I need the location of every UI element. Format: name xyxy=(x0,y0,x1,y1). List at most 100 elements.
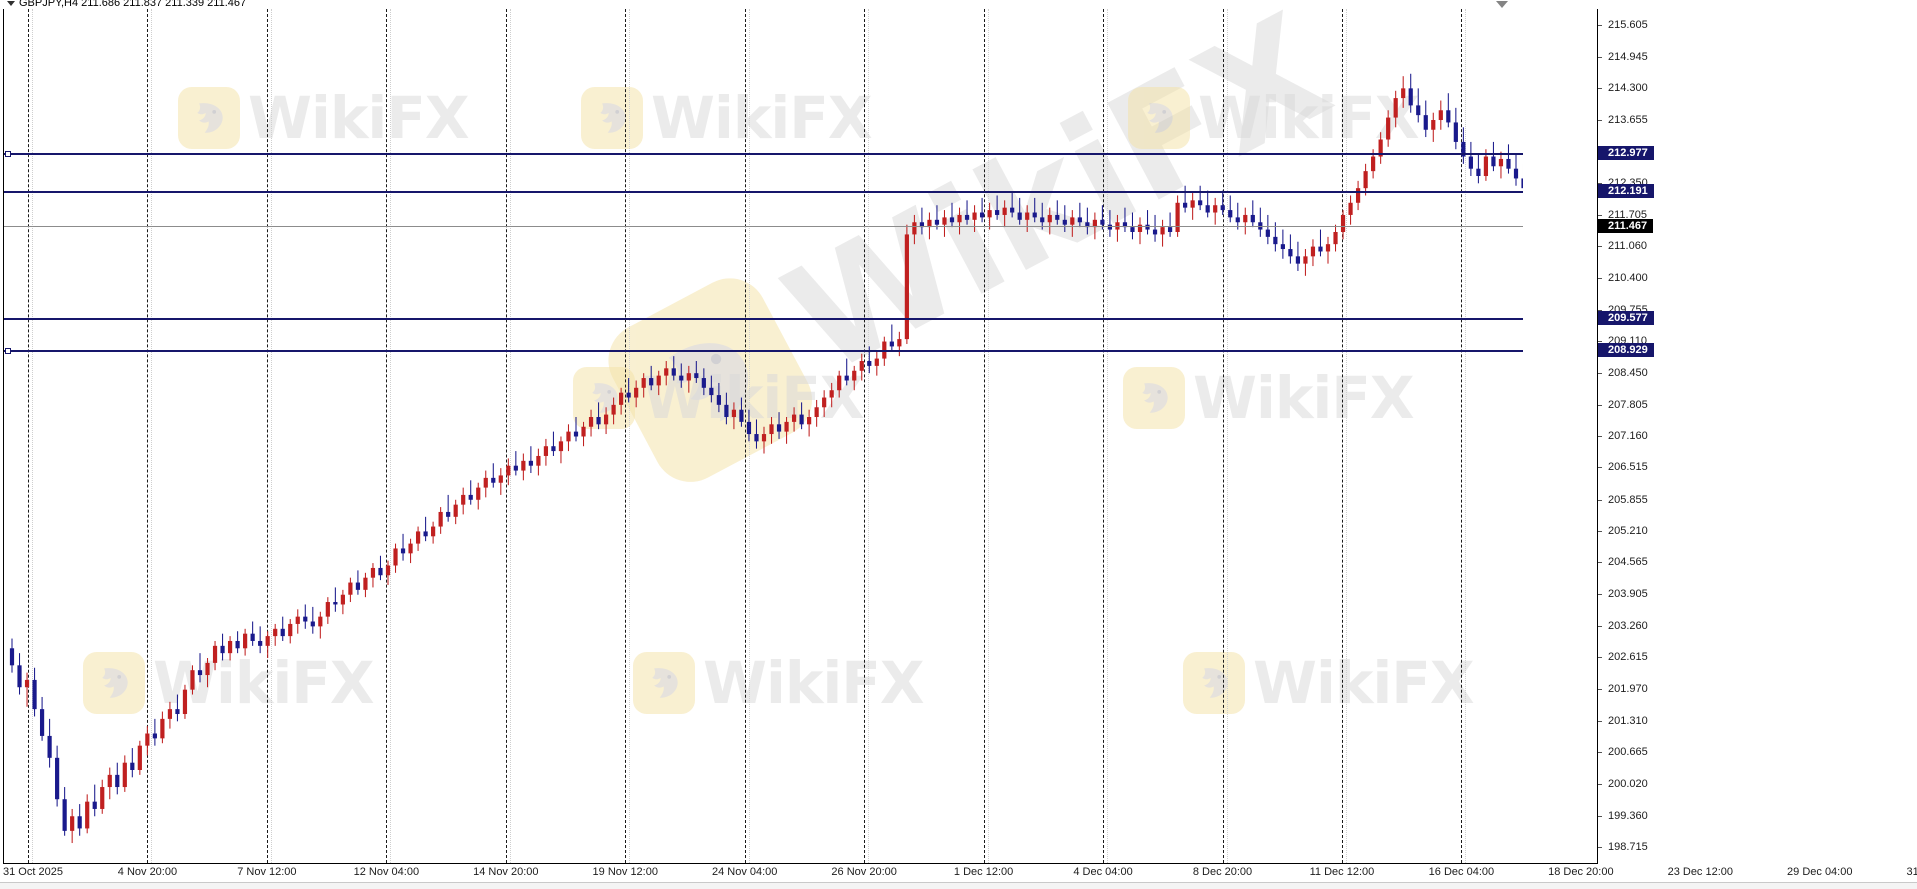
tick-mark xyxy=(1598,214,1602,216)
gridline-vertical xyxy=(505,9,507,863)
candlestick xyxy=(197,653,203,683)
price-level-label[interactable]: 209.577 xyxy=(1598,311,1654,326)
time-axis-tick-label: 11 Dec 12:00 xyxy=(1309,866,1375,878)
price-axis-tick-label: 198.715 xyxy=(1608,841,1648,854)
candlestick xyxy=(1205,190,1210,218)
candlestick xyxy=(1340,210,1346,240)
candlestick xyxy=(340,589,345,615)
candlestick xyxy=(1047,207,1052,235)
gridline-vertical-soft xyxy=(270,9,272,863)
gridline-vertical-soft xyxy=(987,9,989,863)
time-axis-tick-label: 16 Dec 04:00 xyxy=(1428,866,1495,878)
candlestick xyxy=(461,487,466,515)
candlestick xyxy=(1408,73,1413,113)
candlestick xyxy=(423,516,428,542)
candlestick xyxy=(55,745,60,807)
candlestick-series xyxy=(9,73,1523,844)
candlestick xyxy=(318,611,323,639)
gridline-vertical-soft xyxy=(32,9,33,863)
candlestick xyxy=(536,448,541,476)
candlestick xyxy=(912,214,917,245)
candlestick xyxy=(310,606,315,634)
candlestick xyxy=(235,631,240,654)
current-price-line[interactable] xyxy=(3,226,1523,228)
level-line-anchor-handle[interactable] xyxy=(5,150,11,157)
gridline-vertical xyxy=(386,9,388,863)
price-level-line[interactable] xyxy=(3,347,1523,354)
candlestick xyxy=(664,361,669,386)
candlestick xyxy=(1137,217,1143,245)
candlestick xyxy=(1175,195,1180,237)
price-level-label[interactable]: 208.929 xyxy=(1598,342,1654,357)
tick-mark xyxy=(1598,815,1602,817)
price-level-line[interactable] xyxy=(3,150,1523,157)
candlestick xyxy=(1416,88,1421,123)
candlestick xyxy=(115,762,120,795)
candlestick xyxy=(167,701,173,729)
candlestick xyxy=(1025,205,1030,232)
price-level-line[interactable] xyxy=(3,318,1523,321)
candlestick xyxy=(1130,212,1135,240)
price-level-label[interactable]: 212.977 xyxy=(1598,145,1654,160)
level-line-anchor-handle[interactable] xyxy=(5,347,11,354)
candlestick xyxy=(543,438,549,466)
candlestick xyxy=(62,787,67,836)
chart-titlebar: GBPJPY,H4 211.686 211.837 211.339 211.46… xyxy=(0,0,1917,9)
candlestick xyxy=(1198,185,1203,211)
candlestick xyxy=(333,587,338,612)
candlestick xyxy=(1010,193,1015,218)
candlestick xyxy=(1513,154,1519,186)
candlestick xyxy=(942,210,947,237)
price-axis-tick-label: 207.805 xyxy=(1608,398,1648,411)
price-axis-tick-label: 206.515 xyxy=(1608,461,1648,474)
gridline-vertical xyxy=(983,9,985,863)
candlestick xyxy=(581,421,586,447)
tick-mark xyxy=(1598,783,1602,785)
gridline-vertical-soft xyxy=(509,9,511,863)
candlestick xyxy=(784,417,789,444)
candlestick xyxy=(1070,210,1075,237)
price-axis[interactable]: 215.605214.945214.300213.655213.010212.3… xyxy=(1598,9,1917,863)
candlestick xyxy=(483,470,488,498)
candlestick xyxy=(400,533,406,561)
price-axis-tick-label: 201.310 xyxy=(1608,714,1648,727)
price-axis-tick-label: 215.605 xyxy=(1608,18,1648,31)
chart-plot-area[interactable]: WikiFX WikiFX WikiFX WikiFX WikiFX WikiFX Wiki… xyxy=(3,9,1523,863)
candlestick xyxy=(1228,195,1233,223)
time-axis[interactable]: 31 Oct 2025 4 Nov 20:00 7 Nov 12:00 12 Nov … xyxy=(3,864,1917,882)
candlestick xyxy=(1355,180,1361,211)
candlestick xyxy=(1002,200,1007,228)
candlestick xyxy=(107,767,112,800)
triangle-down-icon[interactable] xyxy=(7,1,15,6)
candlestick xyxy=(889,324,894,352)
gridline-vertical xyxy=(1222,9,1224,863)
tick-mark xyxy=(1598,119,1602,121)
gridline-vertical-soft xyxy=(1226,9,1228,863)
candlestick xyxy=(852,365,857,391)
gridline-vertical-soft xyxy=(868,9,870,863)
candlestick xyxy=(1032,197,1037,223)
candlestick xyxy=(1280,229,1285,259)
candlestick xyxy=(769,417,774,444)
candlestick xyxy=(701,368,706,396)
candlestick xyxy=(280,616,285,641)
candlestick xyxy=(1386,110,1391,147)
candlestick xyxy=(122,755,127,792)
gridline-vertical xyxy=(1461,9,1463,863)
candlestick xyxy=(588,409,594,437)
gridline-vertical xyxy=(28,9,29,863)
candlestick xyxy=(1325,236,1331,264)
candlestick xyxy=(761,426,767,454)
price-level-label[interactable]: 212.191 xyxy=(1598,184,1654,199)
current-price-label[interactable]: 211.467 xyxy=(1598,219,1654,234)
candlestick xyxy=(596,402,601,430)
candlestick xyxy=(791,407,797,432)
gridline-vertical xyxy=(147,9,149,863)
tick-mark xyxy=(1598,530,1602,532)
triangle-down-marker-icon xyxy=(1496,1,1508,8)
time-axis-tick-label: 24 Nov 04:00 xyxy=(711,866,778,878)
price-level-line[interactable] xyxy=(3,191,1523,194)
candlestick xyxy=(190,665,195,695)
candlestick xyxy=(1506,144,1511,174)
candlestick xyxy=(1062,205,1067,232)
